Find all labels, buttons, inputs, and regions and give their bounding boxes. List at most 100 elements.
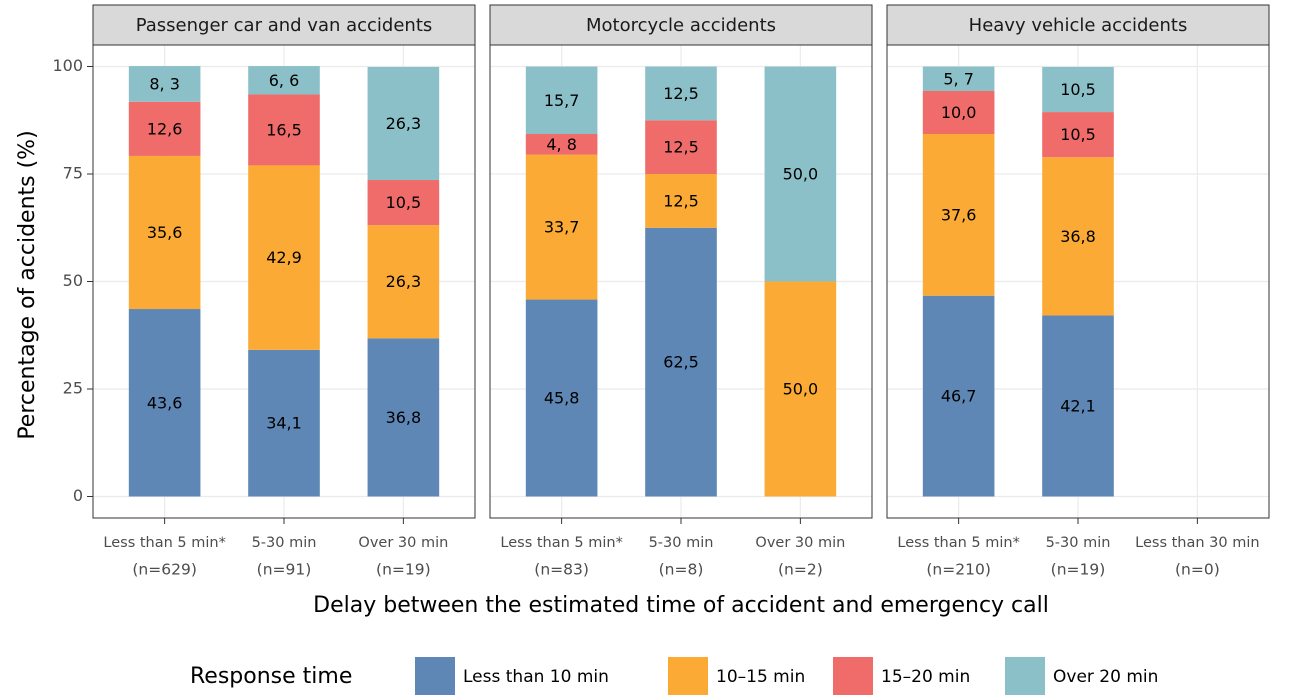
x-tick-count: (n=8) (659, 561, 704, 579)
x-tick-label: 5-30 min (649, 535, 714, 551)
data-label: 12,6 (147, 119, 183, 138)
x-tick-count: (n=2) (778, 561, 823, 579)
bar-segment (645, 120, 717, 174)
data-label: 26,3 (386, 272, 422, 291)
bar-segment (922, 134, 995, 296)
y-axis-title: Percentage of accidents (%) (15, 130, 40, 439)
data-label: 36,8 (1060, 227, 1096, 246)
data-label: 36,8 (386, 408, 422, 427)
bar-segment (367, 338, 440, 497)
data-label: 16,5 (266, 120, 302, 139)
bar-segment (248, 66, 320, 95)
bar-segment (525, 66, 598, 135)
data-label: 50,0 (783, 165, 819, 184)
bar-segment (1042, 315, 1114, 497)
data-label: 42,1 (1060, 396, 1096, 415)
bar-segment (128, 66, 201, 102)
data-label: 42,9 (266, 248, 302, 267)
legend-title: Response time (190, 664, 352, 689)
data-label: 10,5 (1060, 80, 1096, 99)
data-label: 33,7 (544, 218, 580, 237)
data-label: 45,8 (544, 389, 580, 408)
x-tick-label: Less than 5 min* (500, 535, 622, 551)
data-label: 5, 7 (943, 69, 974, 88)
data-label: 46,7 (941, 387, 977, 406)
bar-segment (922, 91, 995, 135)
panel-title: Passenger car and van accidents (136, 15, 433, 36)
data-label: 10,5 (1060, 125, 1096, 144)
bar-segment (922, 295, 995, 497)
bar-segment (367, 180, 440, 226)
bar-segment (128, 101, 201, 156)
panel-title: Motorcycle accidents (586, 15, 776, 36)
x-tick-label: Less than 5 min* (103, 535, 225, 551)
bar-segment (248, 94, 320, 166)
bar-segment (367, 225, 440, 339)
bar-segment (128, 309, 201, 497)
x-axis-title: Delay between the estimated time of acci… (313, 593, 1049, 618)
bar-segment (1042, 66, 1114, 113)
data-label: 37,6 (941, 205, 977, 224)
y-tick-label: 100 (52, 56, 83, 75)
bar-segment (764, 66, 837, 282)
legend-key (668, 657, 708, 695)
bar-segment (248, 349, 320, 497)
legend-key (415, 657, 455, 695)
legend-label: Over 20 min (1053, 667, 1158, 687)
x-tick-count: (n=210) (926, 561, 991, 579)
data-label: 50,0 (783, 380, 819, 399)
y-tick-label: 50 (63, 271, 83, 290)
bar-segment (525, 134, 598, 155)
x-tick-count: (n=19) (1051, 561, 1106, 579)
bar-segment (525, 154, 598, 300)
legend-label: Less than 10 min (463, 667, 609, 687)
bar-segment (1042, 112, 1114, 158)
panel-border (489, 44, 873, 519)
bar-segment (525, 299, 598, 497)
data-label: 8, 3 (149, 74, 180, 93)
panel-title: Heavy vehicle accidents (969, 15, 1188, 36)
x-tick-label: Over 30 min (358, 535, 448, 551)
legend-key (833, 657, 873, 695)
data-label: 15,7 (544, 91, 580, 110)
legend-label: 15–20 min (881, 667, 970, 687)
bar-segment (645, 227, 717, 497)
bar-segment (645, 66, 717, 121)
data-label: 4, 8 (546, 135, 577, 154)
bar-segment (248, 165, 320, 350)
data-label: 35,6 (147, 223, 183, 242)
legend-label: 10–15 min (716, 667, 805, 687)
panel-border (886, 44, 1270, 519)
x-tick-count: (n=83) (534, 561, 589, 579)
x-tick-label: Less than 30 min (1135, 535, 1259, 551)
data-label: 34,1 (266, 414, 302, 433)
x-tick-count: (n=91) (257, 561, 312, 579)
data-label: 10,5 (386, 193, 422, 212)
strip (92, 4, 476, 46)
bar-segment (1042, 157, 1114, 316)
x-tick-count: (n=629) (132, 561, 197, 579)
x-tick-label: Less than 5 min* (897, 535, 1019, 551)
x-tick-label: Over 30 min (755, 535, 845, 551)
data-label: 62,5 (663, 353, 699, 372)
data-label: 26,3 (386, 114, 422, 133)
bar-segment (128, 155, 201, 310)
data-label: 10,0 (941, 103, 977, 122)
bar-segment (764, 281, 837, 497)
data-label: 12,5 (663, 138, 699, 157)
x-tick-count: (n=19) (376, 561, 431, 579)
bar-segment (922, 66, 995, 92)
data-label: 6, 6 (269, 71, 300, 90)
y-tick-label: 75 (63, 164, 83, 183)
strip (489, 4, 873, 46)
y-tick-label: 0 (73, 486, 83, 505)
x-tick-label: 5-30 min (252, 535, 317, 551)
x-tick-count: (n=0) (1175, 561, 1220, 579)
legend-key (1005, 657, 1045, 695)
data-label: 43,6 (147, 393, 183, 412)
bar-segment (367, 66, 440, 181)
data-label: 12,5 (663, 84, 699, 103)
y-tick-label: 25 (63, 379, 83, 398)
bar-segment (645, 174, 717, 228)
